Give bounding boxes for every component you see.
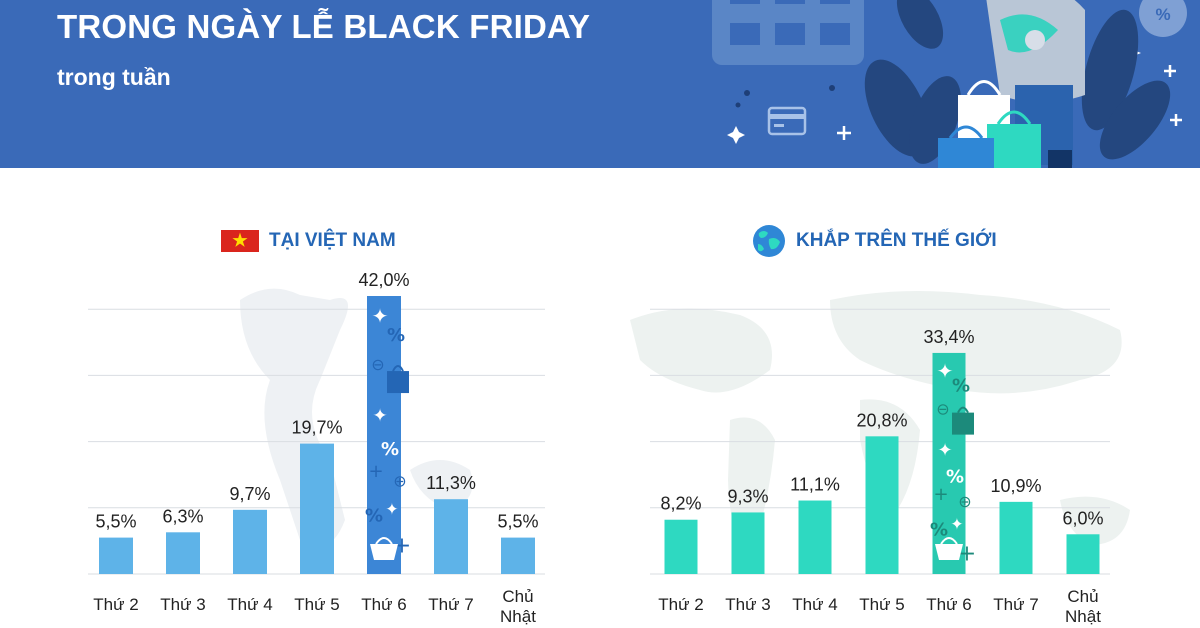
chart-heading-label: KHẮP TRÊN THẾ GIỚI bbox=[796, 230, 997, 251]
bar bbox=[434, 499, 468, 574]
highlight-decoration: ✦%⊖✦%+ ⊕% ✦+ bbox=[365, 304, 411, 560]
x-tick-label: Chủ Nhật bbox=[1065, 587, 1101, 626]
shopping-bags-icon bbox=[938, 80, 1041, 168]
x-tick-label: Thứ 6 bbox=[361, 595, 406, 614]
data-label: 42,0% bbox=[358, 270, 409, 290]
decoration-glyph: ✦ bbox=[937, 440, 952, 461]
x-tick-label: Thứ 3 bbox=[725, 595, 770, 614]
header-banner: TRONG NGÀY LỄ BLACK FRIDAY trong tuần bbox=[0, 0, 1200, 168]
x-tick-label: Thứ 4 bbox=[227, 595, 272, 614]
decoration-glyph: ✦ bbox=[937, 359, 954, 383]
x-tick-label: Chủ Nhật bbox=[500, 587, 536, 626]
x-tick-label: Thứ 7 bbox=[993, 595, 1038, 614]
chart-heading-label: TẠI VIỆT NAM bbox=[269, 230, 396, 251]
decoration-glyph: ⊕ bbox=[393, 472, 406, 491]
highlight-decoration: ✦%⊖✦%+ ⊕% ✦+ bbox=[930, 359, 976, 567]
data-label: 9,7% bbox=[229, 484, 270, 504]
leaves-decoration bbox=[864, 0, 1171, 164]
bar bbox=[731, 512, 765, 574]
globe-icon bbox=[753, 225, 785, 257]
decoration-glyph: + bbox=[393, 534, 411, 559]
bar bbox=[664, 519, 698, 574]
decoration-glyph: ⊕ bbox=[958, 492, 971, 511]
bar bbox=[865, 436, 899, 574]
data-label: 6,3% bbox=[162, 506, 203, 526]
decoration-glyph: ✦ bbox=[372, 406, 387, 427]
decoration-glyph: % bbox=[381, 439, 399, 460]
x-tick-label: Thứ 2 bbox=[658, 595, 703, 614]
data-label: 33,4% bbox=[923, 327, 974, 347]
page-subtitle: trong tuần bbox=[57, 64, 171, 90]
data-label: 10,9% bbox=[990, 476, 1041, 496]
decoration-glyph: ✦ bbox=[385, 500, 398, 519]
data-label: 11,3% bbox=[426, 473, 476, 493]
decoration-glyph: ⊖ bbox=[371, 355, 384, 374]
data-label: 6,0% bbox=[1062, 508, 1103, 528]
chart-vietnam: 5,5%Thứ 26,3%Thứ 39,7%Thứ 419,7%Thứ 5✦%⊖… bbox=[88, 270, 545, 626]
credit-card-icon bbox=[767, 106, 807, 136]
bar bbox=[1066, 534, 1100, 574]
decoration-glyph: % bbox=[946, 466, 964, 487]
decoration-glyph: % bbox=[365, 506, 383, 527]
decoration-glyph: + bbox=[368, 461, 383, 482]
decoration-glyph: ⊖ bbox=[936, 399, 949, 418]
decoration-glyph: + bbox=[933, 484, 948, 505]
x-tick-label: Thứ 7 bbox=[428, 595, 473, 614]
chart-world: 8,2% Thứ 2 9,3% Thứ 3 11,1% Thứ 4 20,8% Thứ 5 ✦%… bbox=[650, 308, 1110, 626]
bar bbox=[999, 501, 1033, 574]
decoration-glyph: % bbox=[387, 325, 405, 346]
bar bbox=[300, 443, 334, 574]
decoration-glyph: % bbox=[930, 519, 948, 540]
dot-icons bbox=[735, 85, 835, 108]
x-tick-label: Thứ 3 bbox=[160, 595, 205, 614]
bar bbox=[798, 500, 832, 574]
bar bbox=[367, 296, 401, 574]
calendar-icon bbox=[712, 0, 864, 65]
decoration-glyph: % bbox=[952, 376, 970, 397]
chart-heading-world: KHẮP TRÊN THẾ GIỚI bbox=[752, 225, 997, 257]
plus-icons bbox=[837, 65, 1182, 140]
percent-badge-icon: % bbox=[1139, 0, 1187, 37]
page-title: TRONG NGÀY LỄ BLACK FRIDAY bbox=[57, 8, 591, 45]
decoration-glyph: ✦ bbox=[372, 304, 389, 328]
bar bbox=[166, 532, 200, 574]
header-illustration: % bbox=[712, 0, 1187, 168]
x-tick-label: Thứ 6 bbox=[926, 595, 971, 614]
shopping-bag-icon bbox=[387, 371, 409, 394]
vietnam-flag-icon: ★ bbox=[221, 230, 259, 252]
x-tick-label: Thứ 5 bbox=[859, 595, 904, 614]
svg-text:%: % bbox=[1155, 5, 1170, 24]
x-tick-label: Thứ 5 bbox=[294, 595, 339, 614]
data-label: 5,5% bbox=[497, 512, 538, 532]
basket-icon bbox=[370, 544, 398, 560]
data-label: 20,8% bbox=[856, 410, 907, 430]
shopping-bag-icon bbox=[952, 412, 974, 435]
bar bbox=[99, 537, 133, 574]
basket-icon bbox=[935, 544, 963, 560]
bar bbox=[501, 537, 535, 574]
data-label: 8,2% bbox=[660, 494, 701, 514]
data-label: 11,1% bbox=[790, 475, 840, 495]
data-label: 5,5% bbox=[95, 512, 136, 532]
decoration-glyph: ✦ bbox=[950, 514, 963, 533]
x-tick-label: Thứ 4 bbox=[792, 595, 837, 614]
data-label: 19,7% bbox=[291, 418, 342, 438]
decoration-glyph: + bbox=[958, 542, 976, 567]
shopper-figure bbox=[986, 0, 1085, 168]
x-tick-label: Thứ 2 bbox=[93, 595, 138, 614]
chart-heading-vietnam: ★ TẠI VIỆT NAM bbox=[221, 226, 396, 256]
bar bbox=[233, 509, 267, 574]
data-label: 9,3% bbox=[727, 486, 768, 506]
